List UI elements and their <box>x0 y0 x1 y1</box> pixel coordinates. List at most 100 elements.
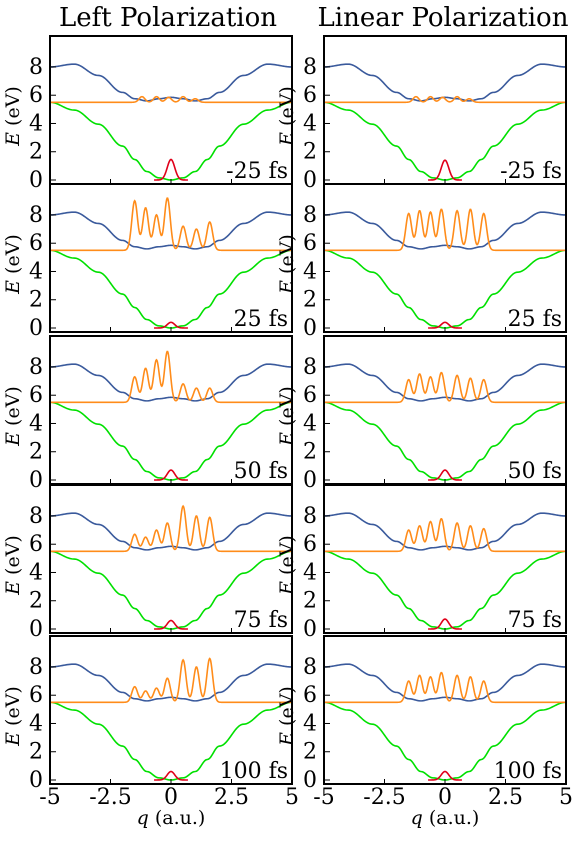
x-axis-unit: (a.u.) <box>149 807 206 829</box>
x-axis-var: q <box>411 807 423 829</box>
y-tick-label: 4 <box>303 411 317 436</box>
time-label: 100 fs <box>220 759 288 784</box>
y-tick-label: 8 <box>29 655 43 680</box>
excited-state-curve <box>323 363 567 402</box>
y-axis-unit: (eV) <box>276 686 298 732</box>
y-axis-var: E <box>2 581 24 596</box>
time-label: 50 fs <box>508 459 562 484</box>
ground-wavepacket <box>154 469 188 481</box>
excited-state-curve <box>323 512 567 551</box>
y-tick-label: 8 <box>303 655 317 680</box>
time-label: -25 fs <box>500 159 562 184</box>
y-tick-label: 4 <box>29 560 43 585</box>
x-tick-label: 2.5 <box>488 785 523 810</box>
y-axis-var: E <box>2 732 24 747</box>
y-tick-label: 8 <box>303 203 317 228</box>
y-axis-label: E (eV) <box>276 86 298 147</box>
y-tick-label: 6 <box>303 231 317 256</box>
y-tick-label: 8 <box>303 55 317 80</box>
y-tick-label: 6 <box>29 532 43 557</box>
excited-state-curve <box>49 63 293 102</box>
x-axis-label: q (a.u.) <box>411 807 480 829</box>
y-tick-label: 8 <box>29 55 43 80</box>
y-tick-label: 4 <box>29 411 43 436</box>
y-axis-unit: (eV) <box>2 234 24 280</box>
excited-state-curve <box>49 363 293 402</box>
excited-state-curve <box>323 211 567 250</box>
y-tick-label: 6 <box>303 83 317 108</box>
x-tick-label: 0 <box>438 785 452 810</box>
y-axis-var: E <box>276 132 298 147</box>
x-tick-label: -5 <box>39 785 60 810</box>
x-tick-label: -2.5 <box>89 785 131 810</box>
time-label: 25 fs <box>234 307 288 332</box>
y-tick-label: 6 <box>29 383 43 408</box>
y-tick-label: 8 <box>29 504 43 529</box>
y-axis-label: E (eV) <box>2 686 24 747</box>
y-axis-var: E <box>276 732 298 747</box>
y-tick-label: 8 <box>303 504 317 529</box>
y-tick-label: 6 <box>303 532 317 557</box>
y-tick-label: 0 <box>29 316 43 341</box>
ground-wavepacket <box>428 321 462 329</box>
ground-wavepacket <box>428 770 462 781</box>
y-tick-label: 2 <box>29 288 43 313</box>
y-tick-label: 0 <box>29 617 43 642</box>
y-tick-label: 4 <box>303 560 317 585</box>
y-axis-var: E <box>2 432 24 447</box>
y-tick-label: 2 <box>303 740 317 765</box>
y-tick-label: 4 <box>303 111 317 136</box>
y-axis-var: E <box>276 280 298 295</box>
y-tick-label: 4 <box>29 111 43 136</box>
y-tick-label: 0 <box>29 768 43 793</box>
y-axis-label: E (eV) <box>2 386 24 447</box>
ground-wavepacket <box>154 321 188 329</box>
y-tick-label: 0 <box>303 617 317 642</box>
y-axis-var: E <box>2 132 24 147</box>
y-axis-unit: (eV) <box>276 234 298 280</box>
excited-wavepacket <box>50 350 292 404</box>
x-tick-label: 5 <box>559 785 573 810</box>
y-tick-label: 0 <box>303 168 317 193</box>
y-tick-label: 6 <box>29 83 43 108</box>
y-axis-var: E <box>276 581 298 596</box>
y-tick-label: 2 <box>303 589 317 614</box>
y-tick-label: 8 <box>29 203 43 228</box>
x-axis-unit: (a.u.) <box>423 807 480 829</box>
y-tick-label: 4 <box>29 259 43 284</box>
ground-wavepacket <box>428 159 462 181</box>
y-axis-label: E (eV) <box>276 386 298 447</box>
excited-state-curve <box>49 663 293 702</box>
x-tick-label: 0 <box>164 785 178 810</box>
ground-wavepacket <box>154 770 188 781</box>
column-title-left: Left Polarization <box>59 3 277 33</box>
y-tick-label: 2 <box>29 140 43 165</box>
ground-wavepacket <box>154 158 188 181</box>
y-axis-var: E <box>2 280 24 295</box>
excited-wavepacket <box>50 197 292 252</box>
excited-state-curve <box>49 211 293 250</box>
y-axis-label: E (eV) <box>2 86 24 147</box>
y-tick-label: 2 <box>29 589 43 614</box>
excited-wavepacket <box>324 371 566 404</box>
y-axis-unit: (eV) <box>276 535 298 581</box>
y-axis-unit: (eV) <box>276 386 298 432</box>
x-axes: -5 -2.5 0 2.5 5 q (a.u.) -5 -2.5 0 2.5 5 q (a.u.) <box>39 785 573 829</box>
y-tick-label: 4 <box>29 711 43 736</box>
x-axis-label: q (a.u.) <box>137 807 206 829</box>
y-tick-label: 4 <box>303 259 317 284</box>
column-title-linear: Linear Polarization <box>318 3 569 33</box>
y-axis-label: E (eV) <box>2 535 24 596</box>
time-label: -25 fs <box>226 159 288 184</box>
ground-wavepacket <box>428 469 462 481</box>
time-label: 50 fs <box>234 459 288 484</box>
time-label: 75 fs <box>234 608 288 633</box>
y-axis-unit: (eV) <box>2 535 24 581</box>
y-axis-unit: (eV) <box>2 686 24 732</box>
y-tick-label: 0 <box>303 468 317 493</box>
